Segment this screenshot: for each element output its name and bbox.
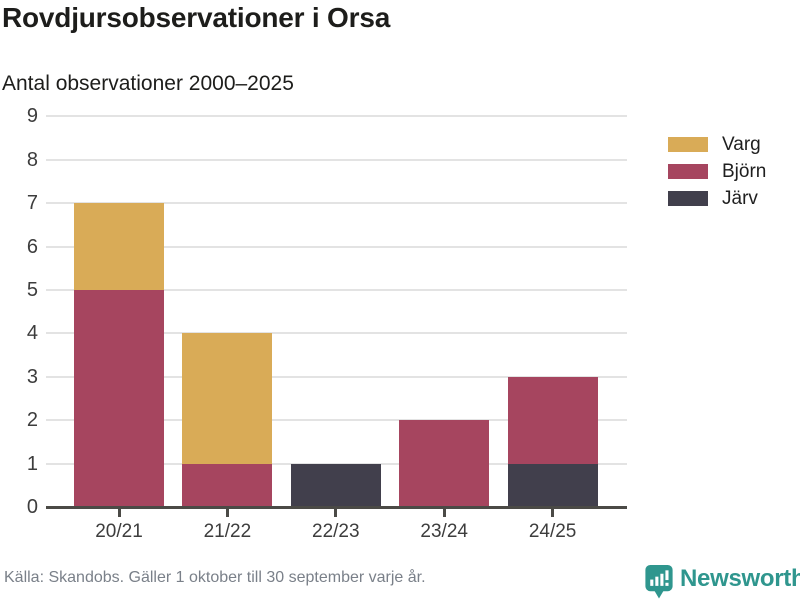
legend-swatch-varg (668, 137, 708, 152)
gridline (46, 158, 627, 161)
y-tick-label: 5 (26, 279, 38, 301)
gridline (46, 289, 627, 291)
gridline (46, 115, 627, 118)
bar-segment-björn (182, 463, 273, 507)
y-tick-label: 4 (26, 322, 38, 345)
source-note: Källa: Skandobs. Gäller 1 oktober till 3… (4, 569, 426, 586)
bar-segment-järv (507, 463, 598, 507)
gridline (46, 332, 627, 335)
legend-item-järv: Järv (668, 185, 766, 212)
legend-label: Varg (722, 133, 761, 155)
legend-label: Järv (722, 187, 758, 209)
legend-swatch-björn (668, 164, 708, 179)
gridline (46, 375, 627, 378)
x-tick-mark (551, 509, 555, 517)
legend-item-björn: Björn (668, 158, 766, 185)
newsworthy-logo-text: Newsworthy (680, 565, 800, 592)
y-tick-label: 7 (26, 192, 38, 215)
legend: Varg Björn Järv (668, 131, 766, 212)
bar-segment-björn (74, 290, 164, 507)
bar-segment-järv (290, 463, 381, 507)
bar-segment-varg (182, 333, 273, 464)
gridline (46, 419, 627, 422)
x-axis-line (46, 506, 627, 509)
y-tick-label: 1 (26, 452, 38, 475)
gridline (46, 202, 627, 205)
bar-segment-björn (507, 376, 598, 464)
x-tick-mark (334, 509, 338, 517)
y-tick-label: 3 (26, 365, 38, 388)
x-tick-mark (442, 509, 446, 517)
y-tick-label: 9 (26, 105, 38, 128)
y-tick-label: 2 (26, 409, 38, 432)
x-tick-label: 20/21 (95, 521, 143, 542)
chart-title: Rovdjursobservationer i Orsa (2, 2, 391, 33)
y-tick-label: 0 (26, 496, 38, 518)
chart-subtitle: Antal observationer 2000–2025 (2, 72, 294, 95)
legend-swatch-järv (668, 191, 708, 206)
x-tick-label: 23/24 (420, 521, 468, 542)
x-tick-mark (117, 509, 121, 517)
newsworthy-bubble-chart-icon (645, 565, 673, 599)
x-tick-mark (225, 509, 229, 517)
legend-label: Björn (722, 160, 767, 182)
x-tick-label: 22/23 (312, 521, 360, 542)
legend-item-varg: Varg (668, 131, 766, 158)
bar-segment-björn (399, 420, 490, 507)
y-tick-label: 8 (26, 148, 38, 171)
y-tick-label: 6 (26, 235, 38, 258)
x-tick-label: 24/25 (528, 521, 577, 542)
bar-segment-varg (74, 203, 164, 290)
gridline (46, 245, 627, 248)
x-tick-label: 21/22 (203, 521, 252, 542)
newsworthy-logo: Newsworthy (645, 565, 800, 599)
